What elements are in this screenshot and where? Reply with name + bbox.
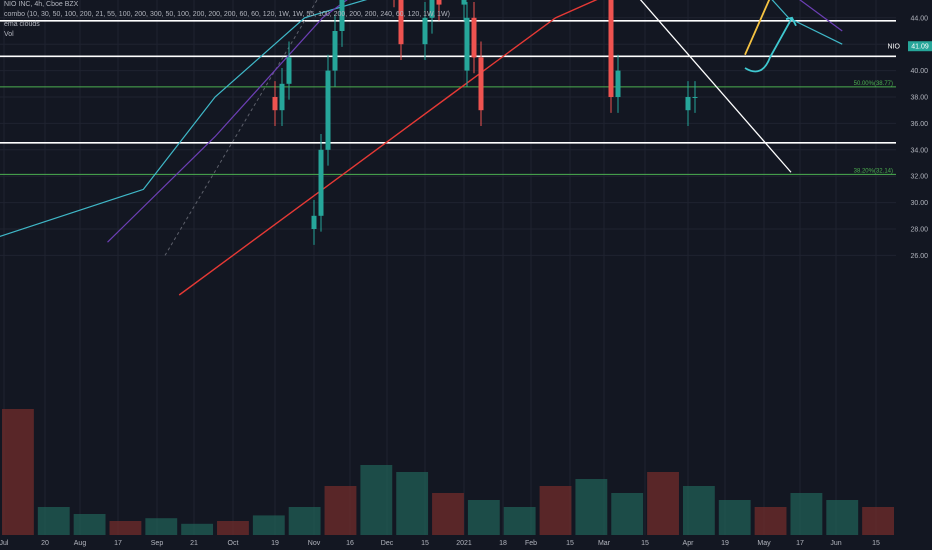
time-axis-tick: Mar: [598, 540, 611, 547]
volume-bar: [109, 521, 142, 535]
volume-bar: [718, 500, 751, 535]
last-price-tag-label: 41.09: [911, 44, 929, 51]
price-axis-tick: 40.00: [910, 68, 928, 75]
time-axis-tick: May: [757, 540, 771, 547]
candle-body: [429, 0, 435, 18]
last-price-symbol: NIO: [888, 44, 901, 51]
time-axis-tick: 21: [190, 540, 198, 547]
time-axis-tick: Sep: [151, 540, 164, 547]
candle-body: [436, 0, 442, 5]
fib-level-label: 50.00%(38.77): [854, 81, 893, 87]
volume-bar: [252, 515, 285, 535]
time-axis-tick: 15: [872, 540, 880, 547]
projection-yellow-path: [744, 0, 771, 56]
candle-body: [286, 57, 292, 84]
price-axis-tick: 30.00: [910, 200, 928, 207]
candle-body: [478, 57, 484, 111]
volume-bar: [73, 514, 106, 535]
time-axis-tick: 16: [346, 540, 354, 547]
descending-trendline: [639, 0, 792, 173]
symbol-title: NIO INC, 4h, Cboe BZX: [4, 1, 79, 8]
candle-body: [398, 0, 404, 45]
time-axis-tick: Jul: [0, 540, 9, 547]
volume-bar: [288, 507, 321, 535]
candle-body: [471, 17, 477, 58]
volume-bar: [682, 486, 715, 535]
time-axis-tick: Nov: [308, 540, 321, 547]
dashed-trendline: [164, 0, 318, 256]
volume-bar: [862, 507, 894, 535]
time-axis-tick: Jun: [830, 540, 841, 547]
price-axis-tick: 26.00: [910, 253, 928, 260]
time-axis-tick: 19: [271, 540, 279, 547]
candle-body: [318, 149, 324, 216]
volume-bar: [145, 518, 178, 535]
ema-cyan-line: [0, 0, 843, 237]
volume-bar: [503, 507, 536, 535]
price-axis-tick: 38.00: [910, 95, 928, 102]
candle-body: [325, 70, 331, 150]
volume-bar: [37, 507, 70, 535]
time-axis-tick: Apr: [683, 540, 695, 547]
time-axis-tick: 18: [499, 540, 507, 547]
time-axis-tick: 2021: [456, 540, 472, 547]
candle-body: [692, 97, 698, 98]
volume-bar: [360, 465, 393, 535]
candle-body: [608, 0, 614, 97]
candle-body: [422, 17, 428, 45]
volume-bar: [575, 479, 608, 535]
projection-cyan-path: [744, 17, 793, 73]
fib-level-label: 38.20%(32.14): [854, 168, 893, 174]
candle-body: [685, 97, 691, 111]
projection-cyan-arrowhead: [785, 16, 797, 27]
volume-bar: [396, 472, 429, 535]
time-axis-background: [0, 535, 932, 550]
candle-body: [461, 0, 467, 5]
time-axis-tick: Dec: [381, 540, 394, 547]
time-axis-tick: Feb: [525, 540, 537, 547]
volume-bar: [611, 493, 644, 535]
volume-bar: [790, 493, 823, 535]
last-price-tag: [908, 41, 932, 52]
volume-bar: [826, 500, 859, 535]
volume-bar: [432, 493, 464, 535]
volume-bar: [647, 472, 679, 535]
candle-body: [464, 17, 470, 71]
volume-bar: [754, 507, 787, 535]
time-axis-tick: Aug: [74, 540, 87, 547]
time-axis-tick: 17: [114, 540, 122, 547]
indicator-combo-label: combo (10, 30, 50, 100, 200, 21, 55, 100…: [4, 11, 450, 18]
volume-bar: [467, 500, 500, 535]
time-axis-tick: 20: [41, 540, 49, 547]
price-axis-tick: 28.00: [910, 227, 928, 234]
ema-purple-line: [107, 0, 843, 243]
candle-body: [332, 31, 338, 71]
volume-bar: [324, 486, 357, 535]
time-axis-tick: Oct: [228, 540, 239, 547]
time-axis-tick: 15: [566, 540, 574, 547]
candle-body: [279, 83, 285, 111]
candle-body: [311, 215, 317, 229]
price-axis-tick: 44.00: [910, 15, 928, 22]
time-axis-tick: 15: [421, 540, 429, 547]
volume-bar: [181, 523, 214, 535]
volume-bar: [539, 486, 572, 535]
price-axis-tick: 36.00: [910, 121, 928, 128]
indicator-ema-clouds-label: ema clouds: [4, 21, 40, 28]
price-axis-tick: 34.00: [910, 147, 928, 154]
time-axis-tick: 19: [721, 540, 729, 547]
candle-body: [272, 97, 278, 111]
indicator-volume-label: Vol: [4, 31, 14, 38]
candle-body: [615, 70, 621, 97]
volume-bar: [2, 409, 34, 535]
price-axis-tick: 32.00: [910, 174, 928, 181]
chart-legend: NIO INC, 4h, Cboe BZX combo (10, 30, 50,…: [4, 0, 450, 40]
price-axis-background: [898, 0, 932, 550]
time-axis-tick: 15: [641, 540, 649, 547]
candle-body: [339, 0, 345, 31]
time-axis-tick: 17: [796, 540, 804, 547]
volume-bar: [217, 521, 249, 535]
